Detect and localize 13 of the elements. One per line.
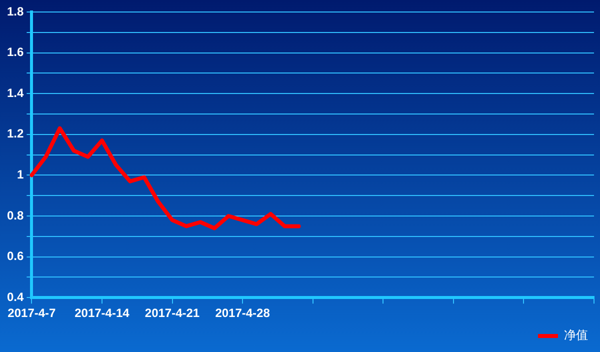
y-tick-label: 0.8 bbox=[6, 208, 24, 222]
y-tick-label: 1 bbox=[16, 168, 24, 182]
x-tick-label: 2017-4-21 bbox=[144, 306, 200, 320]
x-tick-label: 2017-4-14 bbox=[74, 306, 130, 320]
y-tick-label: 0.6 bbox=[6, 249, 24, 264]
y-tick-label: 1.4 bbox=[6, 86, 24, 100]
legend-label: 净值 bbox=[564, 328, 588, 342]
y-tick-label: 1.2 bbox=[6, 126, 24, 141]
y-tick-label: 0.4 bbox=[6, 290, 24, 304]
x-tick-label: 2017-4-28 bbox=[215, 306, 270, 320]
x-tick-label: 2017-4-7 bbox=[8, 306, 56, 320]
y-tick-label: 1.6 bbox=[6, 45, 24, 60]
y-tick-label: 1.8 bbox=[6, 4, 24, 18]
